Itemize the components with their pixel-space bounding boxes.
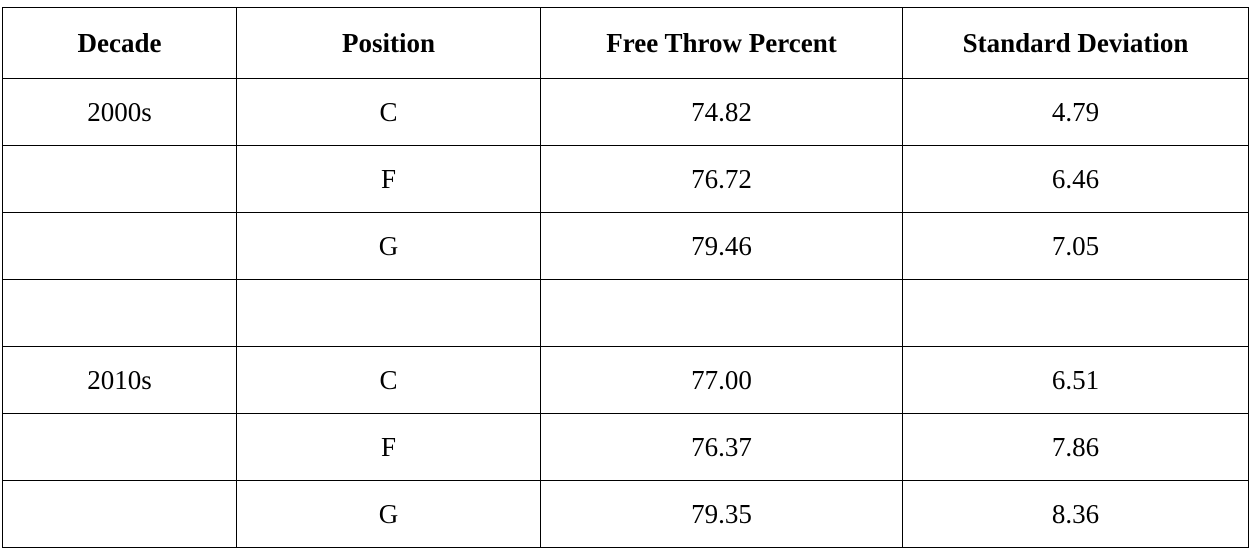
cell-decade	[2, 279, 237, 347]
cell-decade: 2010s	[2, 346, 237, 414]
header-free-throw-percent: Free Throw Percent	[540, 7, 903, 79]
table-header: Decade Position Free Throw Percent Stand…	[2, 7, 1249, 79]
cell-decade	[2, 413, 237, 481]
cell-free-throw-percent: 76.37	[540, 413, 903, 481]
table-body: 2000s C 74.82 4.79 F 76.72 6.46 G 79.46 …	[2, 78, 1249, 548]
table-row-spacer	[2, 279, 1249, 347]
cell-free-throw-percent: 79.46	[540, 212, 903, 280]
cell-decade	[2, 480, 237, 548]
header-position: Position	[236, 7, 541, 79]
cell-free-throw-percent	[540, 279, 903, 347]
data-table-container: Decade Position Free Throw Percent Stand…	[2, 7, 1249, 548]
cell-decade: 2000s	[2, 78, 237, 146]
cell-position: C	[236, 78, 541, 146]
cell-standard-deviation	[902, 279, 1249, 347]
table-row: F 76.72 6.46	[2, 145, 1249, 213]
table-row: G 79.46 7.05	[2, 212, 1249, 280]
cell-standard-deviation: 8.36	[902, 480, 1249, 548]
cell-standard-deviation: 7.05	[902, 212, 1249, 280]
cell-position: C	[236, 346, 541, 414]
table-row: F 76.37 7.86	[2, 413, 1249, 481]
cell-standard-deviation: 6.51	[902, 346, 1249, 414]
cell-decade	[2, 212, 237, 280]
cell-free-throw-percent: 76.72	[540, 145, 903, 213]
table-row: 2010s C 77.00 6.51	[2, 346, 1249, 414]
cell-position: G	[236, 212, 541, 280]
table-row: G 79.35 8.36	[2, 480, 1249, 548]
cell-free-throw-percent: 74.82	[540, 78, 903, 146]
cell-free-throw-percent: 77.00	[540, 346, 903, 414]
cell-position: G	[236, 480, 541, 548]
cell-position	[236, 279, 541, 347]
cell-standard-deviation: 4.79	[902, 78, 1249, 146]
table-row: 2000s C 74.82 4.79	[2, 78, 1249, 146]
free-throw-table: Decade Position Free Throw Percent Stand…	[2, 7, 1249, 548]
cell-decade	[2, 145, 237, 213]
cell-position: F	[236, 413, 541, 481]
cell-standard-deviation: 6.46	[902, 145, 1249, 213]
cell-free-throw-percent: 79.35	[540, 480, 903, 548]
cell-standard-deviation: 7.86	[902, 413, 1249, 481]
header-row: Decade Position Free Throw Percent Stand…	[2, 7, 1249, 79]
cell-position: F	[236, 145, 541, 213]
header-standard-deviation: Standard Deviation	[902, 7, 1249, 79]
header-decade: Decade	[2, 7, 237, 79]
